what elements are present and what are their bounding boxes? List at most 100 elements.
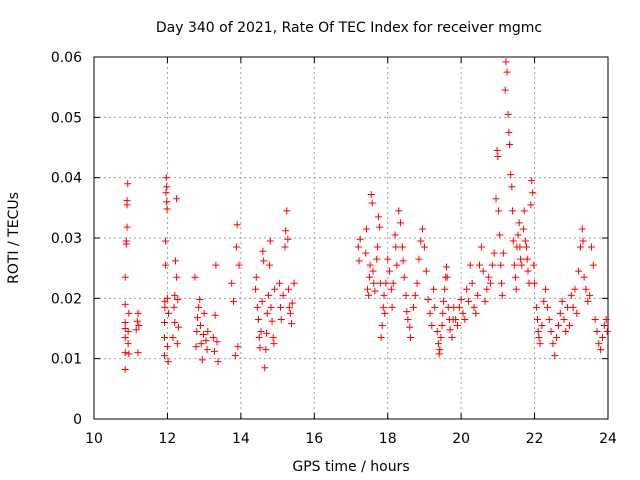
data-point (268, 317, 276, 325)
data-point (562, 328, 570, 336)
data-point (499, 249, 507, 257)
data-point (202, 337, 210, 345)
data-point (124, 180, 132, 188)
data-point (488, 261, 496, 269)
data-point (538, 321, 546, 329)
data-point (265, 261, 273, 269)
data-point (506, 140, 514, 148)
data-point (259, 247, 267, 255)
data-point (542, 285, 550, 293)
data-point (540, 297, 548, 305)
data-point (472, 309, 480, 317)
data-point (532, 303, 540, 311)
data-point (464, 297, 472, 305)
data-point (277, 315, 285, 323)
data-point (263, 309, 271, 317)
data-point (529, 189, 537, 197)
data-point (203, 346, 211, 354)
data-point (163, 198, 171, 206)
data-point (121, 325, 129, 332)
data-point (124, 328, 132, 336)
data-point (125, 309, 133, 317)
data-point (196, 296, 204, 304)
data-point (170, 303, 178, 311)
data-point (204, 328, 212, 336)
data-point (503, 68, 511, 76)
data-point (160, 352, 168, 360)
data-point (173, 340, 181, 348)
data-point (121, 300, 129, 308)
data-point (193, 328, 201, 336)
data-point (522, 243, 530, 251)
data-point (428, 321, 436, 329)
data-point (211, 311, 219, 319)
data-point (409, 303, 417, 311)
data-point (192, 343, 200, 351)
data-point (438, 321, 446, 329)
data-point (466, 261, 474, 269)
data-point (377, 334, 385, 342)
data-point (437, 334, 445, 342)
data-point (406, 334, 414, 342)
data-point (266, 237, 274, 245)
data-point (282, 227, 290, 235)
data-point (593, 328, 601, 336)
x-tick-label: 10 (85, 431, 103, 447)
data-point (461, 315, 469, 323)
data-point (285, 303, 293, 311)
data-point (135, 321, 143, 329)
data-point (254, 315, 262, 323)
data-point (209, 334, 217, 342)
data-point (386, 267, 394, 275)
data-point (504, 110, 512, 118)
data-point (123, 223, 131, 231)
y-tick-label: 0.02 (51, 291, 82, 307)
data-point (512, 285, 520, 293)
data-point (448, 334, 456, 342)
data-point (392, 243, 400, 251)
data-point (508, 183, 516, 191)
data-point (398, 243, 406, 251)
data-point (174, 323, 182, 331)
data-point (162, 174, 170, 182)
data-point (424, 296, 432, 304)
data-point (235, 261, 243, 269)
data-point (510, 261, 518, 269)
data-point (234, 343, 242, 351)
data-point (364, 285, 372, 293)
y-tick-label: 0.05 (51, 110, 82, 126)
data-point (578, 225, 586, 233)
data-point (271, 285, 279, 293)
data-point (197, 340, 205, 348)
data-point (603, 328, 611, 336)
data-point (452, 315, 460, 323)
data-point (279, 291, 287, 299)
data-point (132, 326, 140, 334)
data-point (232, 243, 240, 251)
data-point (571, 285, 579, 293)
data-point (214, 358, 222, 366)
data-point (490, 249, 498, 257)
data-point (439, 309, 447, 317)
data-point (257, 328, 265, 336)
data-point (495, 207, 503, 215)
tick-layer: 10 12 14 16 18 20 22 24 0 0.01 0.02 0.03 0.04 0.05 0.0… (51, 50, 617, 447)
data-point (509, 237, 517, 245)
data-point (173, 195, 181, 203)
data-point (487, 279, 495, 287)
data-point (536, 340, 544, 348)
data-point (252, 285, 260, 293)
data-point (371, 287, 379, 295)
data-point (534, 328, 542, 336)
data-point (463, 285, 471, 293)
data-point (400, 273, 408, 281)
data-point (591, 315, 599, 323)
data-point (516, 243, 524, 251)
data-point (391, 231, 399, 239)
data-point (382, 279, 390, 287)
data-point (477, 243, 485, 251)
data-point (373, 243, 381, 251)
x-tick-label: 22 (526, 431, 544, 447)
data-point (422, 267, 430, 275)
data-point (453, 321, 461, 329)
